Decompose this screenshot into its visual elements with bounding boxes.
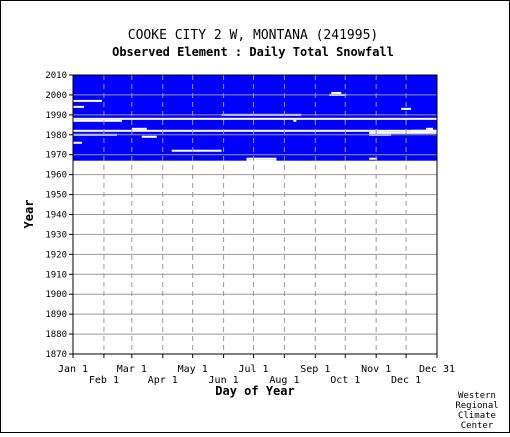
missing-data-segment — [246, 159, 277, 162]
y-tick-label: 1910 — [45, 270, 67, 280]
x-tick-label: Oct 1 — [330, 375, 360, 386]
x-tick-label: May 1 — [178, 364, 208, 375]
missing-data-segment — [73, 117, 437, 120]
chart-title: COOKE CITY 2 W, MONTANA (241995) — [128, 28, 378, 43]
x-tick-label: Nov 1 — [361, 364, 391, 375]
missing-data-segment — [369, 131, 437, 134]
y-tick-label: 1990 — [45, 111, 67, 121]
missing-data-segment — [411, 129, 437, 132]
missing-data-segment — [369, 157, 378, 160]
chart-subtitle: Observed Element : Daily Total Snowfall — [112, 45, 394, 59]
missing-data-segment — [246, 157, 277, 160]
x-tick-label: Dec 1 — [391, 375, 421, 386]
y-axis-label: Year — [22, 200, 36, 229]
missing-data-segment — [73, 105, 84, 108]
credit-line-3: Climate — [458, 411, 496, 421]
y-tick-label: 1870 — [45, 350, 67, 360]
y-tick-label: 1890 — [45, 310, 67, 320]
credit-line-4: Center — [461, 421, 494, 431]
y-tick-label: 1880 — [45, 330, 67, 340]
y-tick-label: 2000 — [45, 91, 67, 101]
x-tick-label: Sep 1 — [300, 364, 330, 375]
missing-data-segment — [141, 135, 157, 138]
y-tick-label: 1950 — [45, 191, 67, 201]
x-tick-label: Dec 31 — [419, 364, 455, 375]
missing-data-segment — [73, 141, 82, 144]
missing-data-segment — [401, 107, 412, 110]
y-tick-label: 1930 — [45, 230, 67, 240]
x-tick-label: Mar 1 — [117, 364, 147, 375]
y-tick-label: 1970 — [45, 151, 67, 161]
x-tick-label: Aug 1 — [269, 375, 299, 386]
missing-data-segment — [73, 99, 102, 102]
y-tick-label: 1900 — [45, 290, 67, 300]
missing-data-segment — [293, 119, 297, 122]
x-tick-label: Jun 1 — [209, 375, 239, 386]
x-tick-label: Apr 1 — [148, 375, 178, 386]
credit-line-1: Western — [458, 391, 496, 401]
credit-line-2: Regional — [455, 401, 498, 411]
missing-data-segment — [73, 119, 122, 122]
missing-data-segment — [73, 129, 437, 132]
missing-data-segment — [426, 127, 434, 130]
missing-data-segment — [171, 149, 222, 152]
missing-data-segment — [131, 127, 147, 130]
y-tick-label: 1940 — [45, 211, 67, 221]
y-tick-label: 2010 — [45, 71, 67, 81]
missing-data-segment — [331, 91, 342, 94]
x-tick-label: Jan 1 — [58, 364, 88, 375]
x-axis-label: Day of Year — [215, 384, 294, 398]
x-tick-label: Jul 1 — [238, 364, 268, 375]
x-tick-label: Feb 1 — [89, 375, 119, 386]
y-tick-label: 1980 — [45, 131, 67, 141]
y-tick-label: 1960 — [45, 171, 67, 181]
y-tick-label: 1920 — [45, 250, 67, 260]
credit-block: Western Regional Climate Center — [455, 391, 498, 431]
